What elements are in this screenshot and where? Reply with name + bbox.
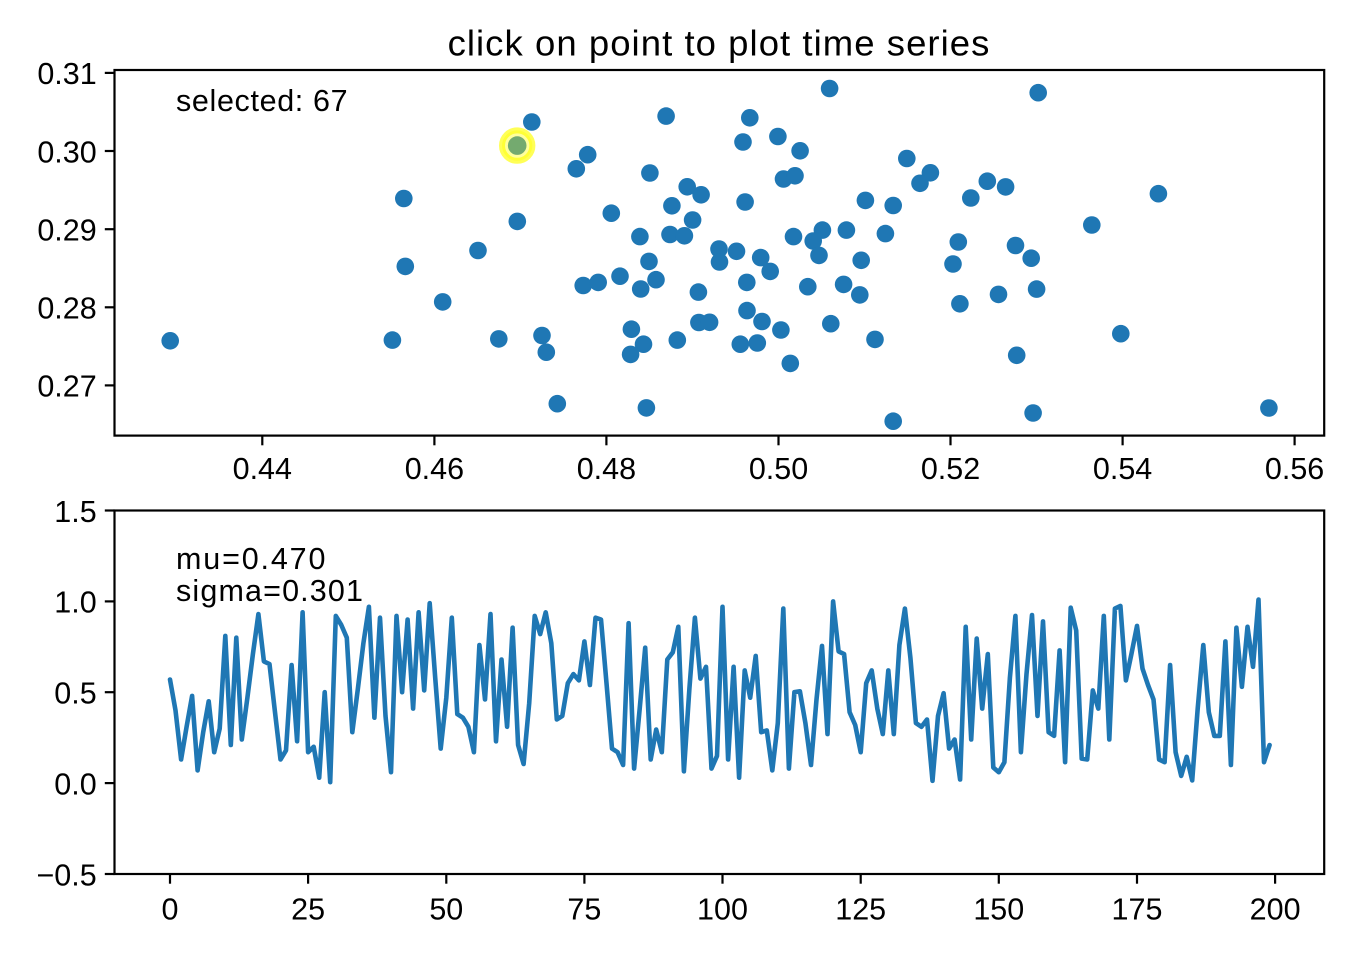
svg-text:125: 125 — [835, 892, 886, 926]
svg-text:75: 75 — [567, 892, 601, 926]
svg-text:200: 200 — [1250, 892, 1301, 926]
svg-text:click on point to plot time se: click on point to plot time series — [448, 23, 991, 64]
svg-text:1.5: 1.5 — [54, 495, 96, 529]
svg-text:mu=0.470: mu=0.470 — [176, 542, 327, 576]
svg-text:0.44: 0.44 — [233, 452, 292, 486]
svg-text:50: 50 — [429, 892, 463, 926]
svg-text:0.30: 0.30 — [37, 135, 96, 169]
svg-text:1.0: 1.0 — [54, 586, 96, 620]
svg-text:0.31: 0.31 — [37, 57, 96, 91]
svg-text:0.5: 0.5 — [54, 677, 96, 711]
svg-text:0.54: 0.54 — [1093, 452, 1152, 486]
svg-text:0.52: 0.52 — [921, 452, 980, 486]
svg-text:0.28: 0.28 — [37, 292, 96, 326]
svg-text:0.27: 0.27 — [37, 370, 96, 404]
svg-text:100: 100 — [697, 892, 748, 926]
svg-text:0.29: 0.29 — [37, 214, 96, 248]
svg-text:sigma=0.301: sigma=0.301 — [176, 574, 364, 608]
svg-text:0.50: 0.50 — [749, 452, 808, 486]
svg-text:0.0: 0.0 — [54, 767, 96, 801]
svg-text:0.56: 0.56 — [1265, 452, 1324, 486]
svg-text:150: 150 — [973, 892, 1024, 926]
svg-text:0.46: 0.46 — [405, 452, 464, 486]
svg-text:0.48: 0.48 — [577, 452, 636, 486]
svg-text:selected: 67: selected: 67 — [176, 84, 348, 118]
svg-text:175: 175 — [1112, 892, 1163, 926]
svg-text:25: 25 — [291, 892, 325, 926]
svg-text:0: 0 — [162, 892, 179, 926]
svg-text:−0.5: −0.5 — [36, 858, 96, 892]
